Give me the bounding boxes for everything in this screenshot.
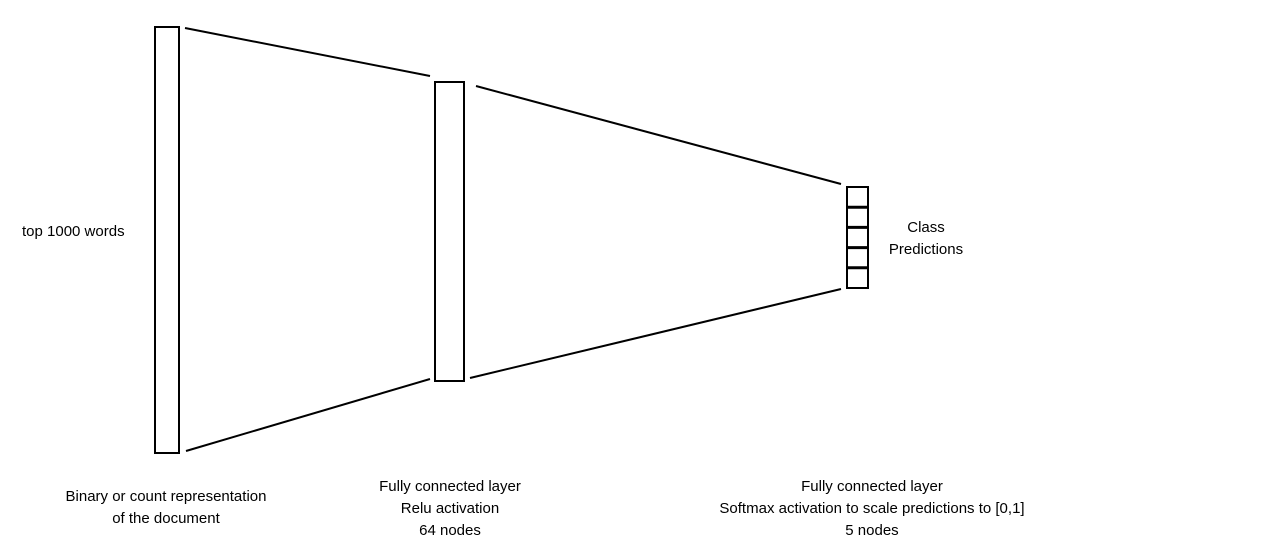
input-caption-line-2: of the document xyxy=(40,508,292,530)
connector-input-hidden-bottom xyxy=(186,379,430,451)
output-side-label-line-1: Class xyxy=(880,217,972,239)
hidden-caption-line-3: 64 nodes xyxy=(350,520,550,542)
hidden-layer-box xyxy=(435,82,464,381)
hidden-caption-line-2: Relu activation xyxy=(350,498,550,520)
input-layer-box xyxy=(155,27,179,453)
hidden-layer-caption: Fully connected layer Relu activation 64… xyxy=(350,476,550,542)
output-side-label: Class Predictions xyxy=(880,217,972,261)
output-layer-caption: Fully connected layer Softmax activation… xyxy=(682,476,1062,542)
hidden-caption-line-1: Fully connected layer xyxy=(350,476,550,498)
output-layer-box xyxy=(847,187,868,288)
input-caption-line-1: Binary or count representation xyxy=(40,486,292,508)
input-side-label: top 1000 words xyxy=(22,221,125,243)
output-caption-line-2: Softmax activation to scale predictions … xyxy=(682,498,1062,520)
connector-hidden-output-bottom xyxy=(470,289,841,378)
output-caption-line-1: Fully connected layer xyxy=(682,476,1062,498)
output-caption-line-3: 5 nodes xyxy=(682,520,1062,542)
output-side-label-line-2: Predictions xyxy=(880,239,972,261)
connector-hidden-output-top xyxy=(476,86,841,184)
input-layer-caption: Binary or count representation of the do… xyxy=(40,486,292,530)
connector-input-hidden-top xyxy=(185,28,430,76)
